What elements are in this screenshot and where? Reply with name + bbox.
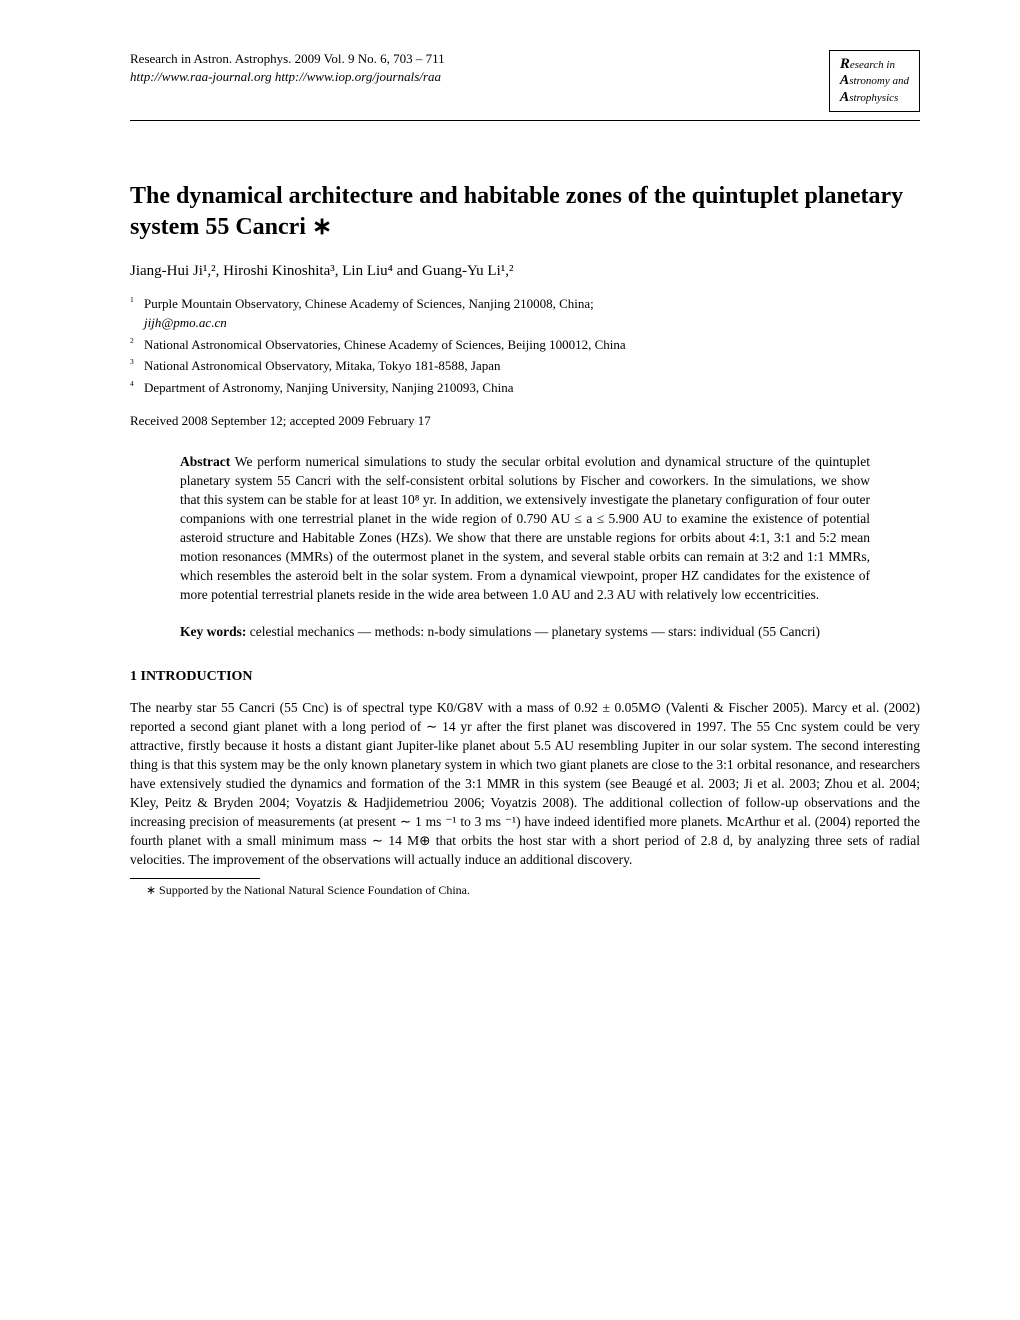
authors-line: Jiang-Hui Ji¹,², Hiroshi Kinoshita³, Lin… <box>130 263 920 280</box>
journal-line: Research in Astron. Astrophys. 2009 Vol.… <box>130 50 445 68</box>
footnote-divider <box>130 878 260 879</box>
keywords-block: Key words: celestial mechanics — methods… <box>130 623 920 642</box>
logo-r: R <box>840 56 850 72</box>
received-line: Received 2008 September 12; accepted 200… <box>130 413 920 429</box>
logo-line3: strophysics <box>849 92 898 104</box>
affil-num: 2 <box>130 336 134 345</box>
paper-title: The dynamical architecture and habitable… <box>130 181 920 243</box>
header-left: Research in Astron. Astrophys. 2009 Vol.… <box>130 50 445 86</box>
affil-text: National Astronomical Observatories, Chi… <box>144 337 626 352</box>
journal-logo-box: Research in Astronomy and Astrophysics <box>829 50 920 112</box>
header-row: Research in Astron. Astrophys. 2009 Vol.… <box>130 50 920 112</box>
logo-line1: esearch in <box>850 59 895 71</box>
introduction-body: The nearby star 55 Cancri (55 Cnc) is of… <box>130 699 920 869</box>
header-divider <box>130 120 920 121</box>
affil-text: Purple Mountain Observatory, Chinese Aca… <box>144 296 594 311</box>
logo-a1: A <box>840 73 849 88</box>
affil-email: jijh@pmo.ac.cn <box>144 315 227 330</box>
affiliation-item: 3 National Astronomical Observatory, Mit… <box>130 356 920 376</box>
keywords-label: Key words: <box>180 624 246 639</box>
keywords-text: celestial mechanics — methods: n-body si… <box>246 624 820 639</box>
journal-urls: http://www.raa-journal.org http://www.io… <box>130 68 445 86</box>
logo-line2: stronomy and <box>849 75 909 87</box>
affil-text: Department of Astronomy, Nanjing Univers… <box>144 380 513 395</box>
logo-a2: A <box>840 90 849 105</box>
affiliation-item: 2 National Astronomical Observatories, C… <box>130 335 920 355</box>
affil-num: 3 <box>130 357 134 366</box>
section-heading: 1 INTRODUCTION <box>130 669 920 685</box>
footnote-text: ∗ Supported by the National Natural Scie… <box>130 883 920 898</box>
affiliation-item: 1 Purple Mountain Observatory, Chinese A… <box>130 294 920 333</box>
affil-text: National Astronomical Observatory, Mitak… <box>144 358 501 373</box>
abstract-label: Abstract <box>180 454 230 469</box>
affiliations-block: 1 Purple Mountain Observatory, Chinese A… <box>130 294 920 398</box>
affil-num: 4 <box>130 379 134 388</box>
affiliation-item: 4 Department of Astronomy, Nanjing Unive… <box>130 378 920 398</box>
abstract-block: Abstract We perform numerical simulation… <box>130 453 920 604</box>
abstract-text: We perform numerical simulations to stud… <box>180 454 870 601</box>
affil-num: 1 <box>130 295 134 304</box>
